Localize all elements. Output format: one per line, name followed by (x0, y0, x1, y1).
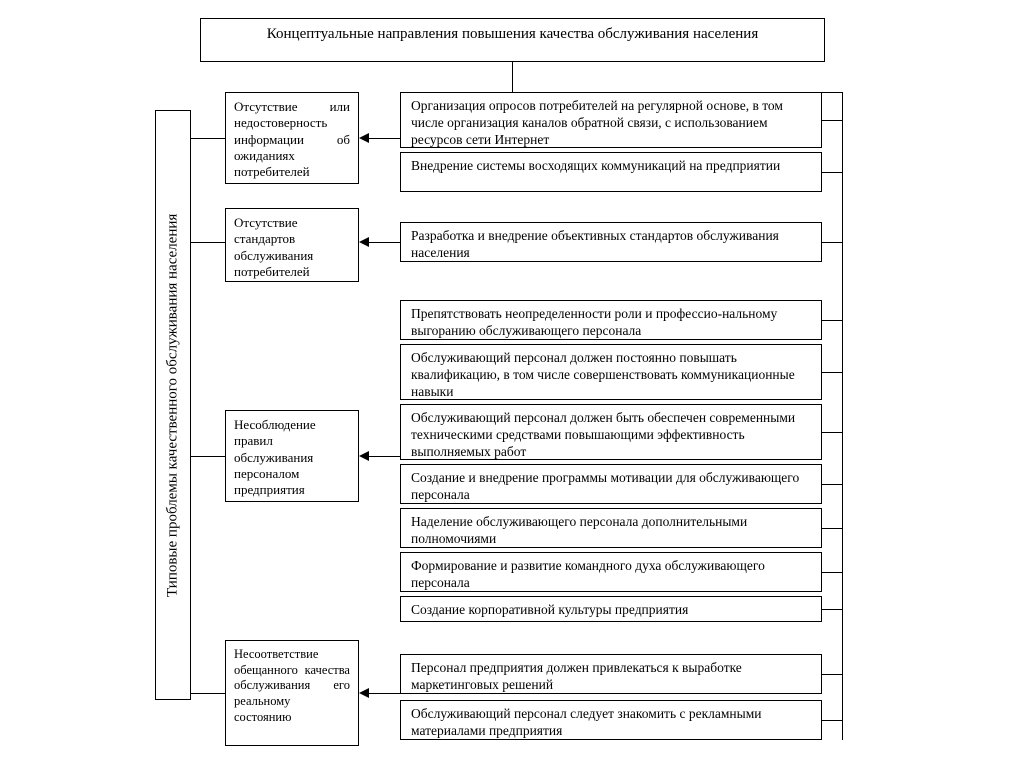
problem-box-4: Несоответствие обещанного качества обслу… (225, 640, 359, 746)
solution-box-3-5: Наделение обслуживающего персонала допол… (400, 508, 822, 548)
solution-text: Организация опросов потребителей на регу… (411, 98, 783, 147)
connector (822, 572, 842, 573)
problem-box-2: Отсутствие стандартов обслуживания потре… (225, 208, 359, 282)
sidebar-label-text: Типовые проблемы качественного обслужива… (164, 213, 183, 596)
title-box: Концептуальные направления повышения кач… (200, 18, 825, 62)
connector (369, 242, 400, 243)
solution-text: Обслуживающий персонал следует знакомить… (411, 706, 762, 738)
connector (369, 456, 400, 457)
connector (191, 456, 225, 457)
connector (822, 120, 842, 121)
solution-box-4-2: Обслуживающий персонал следует знакомить… (400, 700, 822, 740)
connector (191, 138, 225, 139)
connector (369, 138, 400, 139)
arrow-icon (359, 451, 369, 461)
connector (822, 372, 842, 373)
connector-bus (842, 92, 843, 740)
solution-text: Создание корпоративной культуры предприя… (411, 602, 688, 617)
solution-box-2-1: Разработка и внедрение объективных станд… (400, 222, 822, 262)
solution-text: Персонал предприятия должен привлекаться… (411, 660, 742, 692)
sidebar-label-box: Типовые проблемы качественного обслужива… (155, 110, 191, 700)
solution-box-3-7: Создание корпоративной культуры предприя… (400, 596, 822, 622)
solution-box-3-3: Обслуживающий персонал должен быть обесп… (400, 404, 822, 460)
problem-box-3: Несоблюдение правил обслуживания персона… (225, 410, 359, 502)
title-text: Концептуальные направления повышения кач… (267, 26, 758, 42)
solution-text: Разработка и внедрение объективных станд… (411, 228, 779, 260)
connector (369, 693, 400, 694)
connector (822, 528, 842, 529)
connector (822, 609, 842, 610)
problem-text: Отсутствие или недостоверность информаци… (234, 99, 350, 179)
solution-box-1-1: Организация опросов потребителей на регу… (400, 92, 822, 148)
solution-text: Обслуживающий персонал должен быть обесп… (411, 410, 795, 459)
connector (822, 720, 842, 721)
solution-box-3-2: Обслуживающий персонал должен постоянно … (400, 344, 822, 400)
connector (822, 172, 842, 173)
connector (191, 693, 225, 694)
problem-text: Несоблюдение правил обслуживания персона… (234, 417, 316, 497)
connector (191, 242, 225, 243)
connector (822, 320, 842, 321)
problem-box-1: Отсутствие или недостоверность информаци… (225, 92, 359, 184)
problem-text: Несоответствие обещанного качества обслу… (234, 647, 350, 724)
solution-box-3-1: Препятствовать неопределенности роли и п… (400, 300, 822, 340)
connector (512, 62, 513, 92)
solution-box-1-2: Внедрение системы восходящих коммуникаци… (400, 152, 822, 192)
connector (822, 674, 842, 675)
solution-text: Формирование и развитие командного духа … (411, 558, 765, 590)
solution-box-4-1: Персонал предприятия должен привлекаться… (400, 654, 822, 694)
arrow-icon (359, 133, 369, 143)
solution-text: Внедрение системы восходящих коммуникаци… (411, 158, 780, 173)
connector (822, 432, 842, 433)
solution-text: Создание и внедрение программы мотивации… (411, 470, 799, 502)
arrow-icon (359, 688, 369, 698)
connector (822, 242, 842, 243)
solution-box-3-6: Формирование и развитие командного духа … (400, 552, 822, 592)
solution-text: Обслуживающий персонал должен постоянно … (411, 350, 795, 399)
connector (512, 92, 842, 93)
solution-box-3-4: Создание и внедрение программы мотивации… (400, 464, 822, 504)
solution-text: Наделение обслуживающего персонала допол… (411, 514, 747, 546)
solution-text: Препятствовать неопределенности роли и п… (411, 306, 777, 338)
problem-text: Отсутствие стандартов обслуживания потре… (234, 215, 313, 279)
arrow-icon (359, 237, 369, 247)
connector (822, 484, 842, 485)
